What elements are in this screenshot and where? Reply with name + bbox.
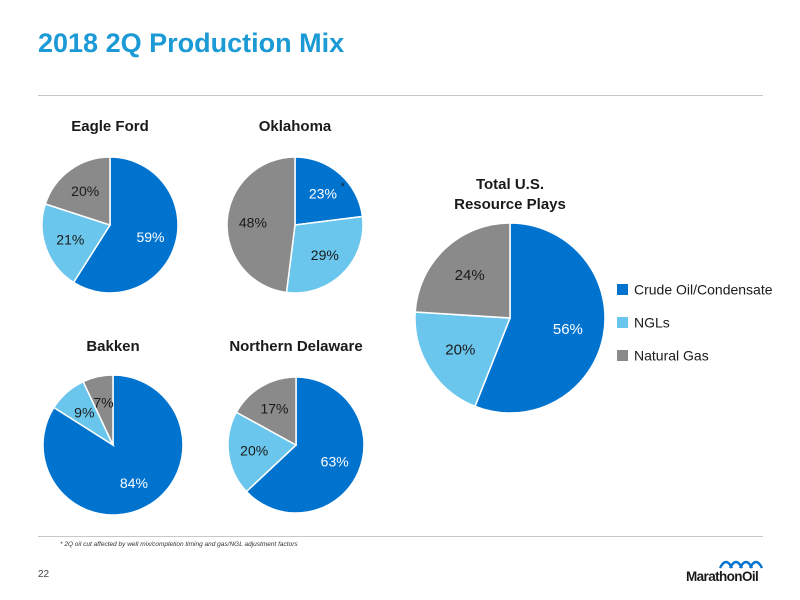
bottom-divider [38, 536, 763, 537]
logo: MarathonOil [686, 555, 766, 587]
chart-title: Northern Delaware [229, 338, 362, 355]
pie-slice-natural-gas [82, 374, 114, 446]
top-divider [38, 95, 763, 96]
legend-swatch-natural-gas [617, 350, 628, 361]
pie-slice-natural-gas [414, 222, 511, 319]
chart-title: Total U.S. Resource Plays [454, 176, 566, 213]
legend-swatch-ngls [617, 317, 628, 328]
pie-oklahoma: 23% * 29% 48% Oklahoma [226, 118, 364, 294]
pie-slice-crude-oil-condensate [245, 376, 365, 514]
pie-slice-crude-oil-condensate [294, 156, 364, 226]
pie-data-label: 84% [120, 475, 148, 491]
pie-slice-natural-gas [44, 156, 111, 227]
pie-data-label: 21% [56, 231, 84, 247]
chart-title: Bakken [86, 338, 139, 355]
pie-slice-ngls [414, 311, 512, 408]
pie-slice-natural-gas [226, 156, 296, 294]
pie-data-label: 29% [311, 247, 339, 263]
pie-northern-delaware: 63% 20% 17% Northern Delaware [227, 338, 365, 514]
logo-wordmark: MarathonOil [686, 569, 759, 584]
pie-data-label: 24% [455, 267, 485, 284]
pie-slice-crude-oil-condensate [72, 156, 179, 294]
pie-data-label: 7% [93, 395, 113, 411]
footnote-marker: * [341, 181, 345, 192]
page-number: 22 [38, 569, 50, 580]
legend-swatch-crude-oil-condensate [617, 284, 628, 295]
chart-title: Eagle Ford [71, 118, 149, 135]
page-title: 2018 2Q Production Mix [38, 28, 345, 58]
pie-data-label: 9% [74, 404, 94, 420]
footnote: * 2Q oil cut affected by well mix/comple… [60, 541, 298, 548]
pie-slice-ngls [285, 215, 364, 294]
legend-label-crude-oil-condensate: Crude Oil/Condensate [634, 282, 773, 298]
pie-slice-natural-gas [235, 376, 297, 447]
legend-label-ngls: NGLs [634, 315, 670, 331]
pie-total-u-s-resource-plays: 56% 20% 24% Total U.S. Resource Plays [414, 176, 606, 414]
pie-slice-ngls [227, 411, 298, 493]
pie-bakken: 84% 9%7% Bakken [42, 338, 184, 516]
pie-slice-ngls [41, 203, 112, 284]
legend-label-natural-gas: Natural Gas [634, 348, 709, 364]
pie-slice-crude-oil-condensate [474, 222, 606, 414]
legend: Crude Oil/Condensate NGLs Natural Gas [617, 282, 773, 364]
pie-data-label: 63% [321, 454, 349, 470]
pie-data-label: 20% [445, 342, 475, 359]
pie-eagle-ford: 59% 21% 20% Eagle Ford [41, 118, 179, 294]
logo-mark-icon [718, 560, 764, 569]
pie-data-label: 23% [309, 185, 337, 201]
pie-data-label: 59% [136, 229, 164, 245]
pie-data-label: 20% [240, 442, 268, 458]
pie-data-label: 20% [71, 183, 99, 199]
pie-data-label: 48% [239, 214, 267, 230]
chart-title: Oklahoma [259, 118, 332, 135]
pie-data-label: 56% [553, 321, 583, 338]
pie-data-label: 17% [260, 401, 288, 417]
